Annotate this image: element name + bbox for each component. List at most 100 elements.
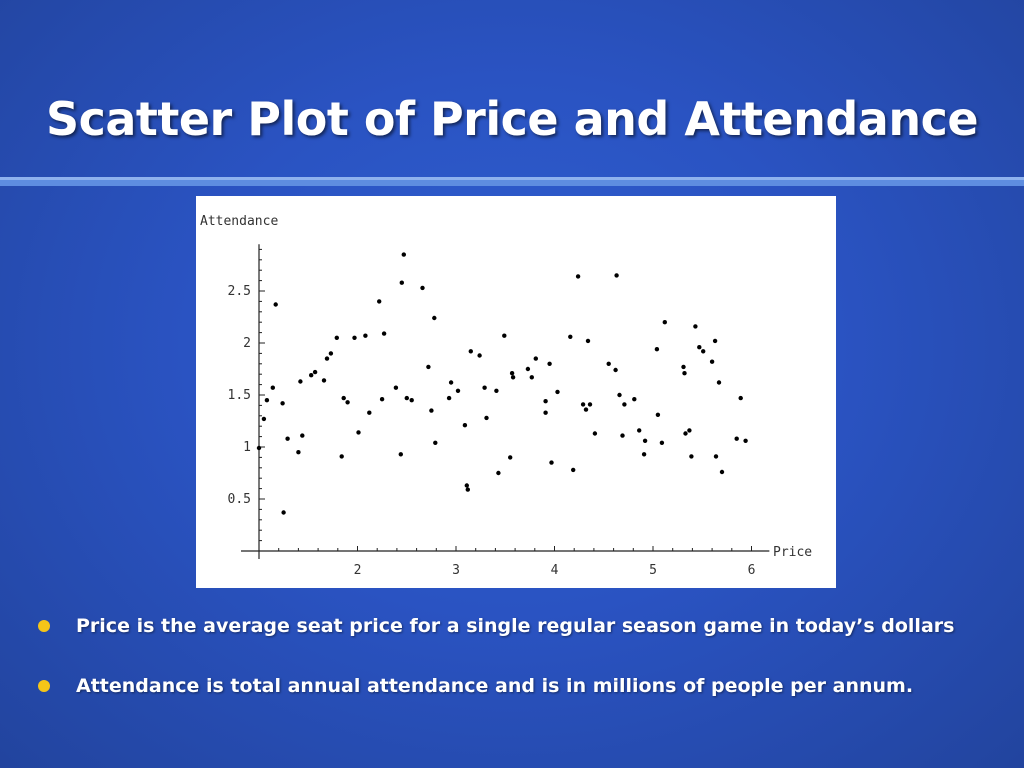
data-point xyxy=(533,356,538,361)
data-point xyxy=(632,397,637,402)
data-point xyxy=(655,412,661,417)
data-point xyxy=(409,398,414,403)
data-point xyxy=(321,378,327,383)
data-point xyxy=(738,395,743,401)
bullet-text: Price is the average seat price for a si… xyxy=(76,615,955,637)
data-point xyxy=(580,402,586,407)
data-point xyxy=(477,353,482,358)
data-point xyxy=(614,273,619,278)
data-point xyxy=(496,470,501,476)
data-point xyxy=(585,338,591,344)
data-point xyxy=(273,302,278,307)
data-point xyxy=(341,395,346,401)
y-tick-label: 1 xyxy=(243,440,251,455)
data-point xyxy=(606,361,611,366)
data-point xyxy=(712,338,718,344)
x-tick-label: 4 xyxy=(551,563,559,578)
data-point xyxy=(719,469,725,475)
data-point xyxy=(398,452,403,457)
data-point xyxy=(482,385,487,390)
data-point xyxy=(399,280,404,285)
data-point xyxy=(613,367,618,373)
data-point xyxy=(367,410,372,415)
data-point xyxy=(484,415,489,421)
title-divider-band xyxy=(0,180,1024,186)
data-point xyxy=(510,375,516,380)
data-point xyxy=(622,402,627,407)
data-point xyxy=(592,431,598,436)
y-axis-label: Attendance xyxy=(200,214,278,229)
data-point xyxy=(404,395,409,401)
data-point xyxy=(401,252,406,257)
data-point xyxy=(743,438,748,443)
data-point xyxy=(381,331,387,336)
data-point xyxy=(455,388,461,393)
data-point xyxy=(508,455,513,460)
data-point xyxy=(641,452,647,457)
data-point xyxy=(328,351,334,356)
data-point xyxy=(280,401,285,406)
data-point xyxy=(543,399,548,404)
data-point xyxy=(312,369,318,375)
data-point xyxy=(352,335,357,340)
x-tick-label: 6 xyxy=(748,563,756,578)
data-point xyxy=(713,454,719,459)
y-tick-label: 2.5 xyxy=(228,284,251,299)
data-point xyxy=(464,483,469,488)
data-point xyxy=(555,389,560,395)
bullet-item: Attendance is total annual attendance an… xyxy=(36,672,996,700)
data-point xyxy=(465,487,470,492)
bullet-list: Price is the average seat price for a si… xyxy=(36,612,996,732)
data-point xyxy=(681,364,686,370)
data-point xyxy=(682,371,687,376)
data-point xyxy=(709,359,715,364)
data-point xyxy=(683,431,688,436)
data-points xyxy=(256,252,748,515)
data-point xyxy=(363,333,368,338)
x-tick-label: 3 xyxy=(452,563,460,578)
x-tick-label: 2 xyxy=(354,563,362,578)
data-point xyxy=(433,440,438,445)
data-point xyxy=(617,392,622,398)
data-point xyxy=(654,347,660,352)
data-point xyxy=(701,349,706,354)
data-point xyxy=(446,395,452,401)
data-point xyxy=(270,385,275,390)
data-point xyxy=(529,375,534,380)
data-point xyxy=(426,364,431,370)
data-point xyxy=(642,438,648,443)
y-tick-label: 0.5 xyxy=(228,492,251,507)
data-point xyxy=(296,450,301,455)
data-point xyxy=(429,408,434,413)
data-point xyxy=(468,349,473,354)
data-point xyxy=(734,436,739,441)
data-point xyxy=(420,285,425,291)
data-point xyxy=(264,398,270,403)
data-point xyxy=(525,366,531,372)
data-point xyxy=(693,324,698,329)
data-point xyxy=(494,388,499,393)
data-point xyxy=(379,397,385,402)
data-point xyxy=(547,361,552,366)
bullet-text: Attendance is total annual attendance an… xyxy=(76,675,914,697)
data-point xyxy=(393,385,399,390)
data-point xyxy=(462,423,468,428)
scatter-plot: 0.5 1 1.5 2 2.5 2 3 4 5 6 Attendance Price xyxy=(200,214,812,578)
y-tick-label: 2 xyxy=(243,336,251,351)
data-point xyxy=(687,428,692,433)
data-point xyxy=(345,400,350,405)
data-point xyxy=(334,335,339,340)
data-point xyxy=(502,333,507,338)
title-divider-line xyxy=(0,177,1024,180)
data-point xyxy=(697,345,702,350)
data-point xyxy=(549,460,554,465)
data-point xyxy=(620,433,625,438)
data-point xyxy=(300,433,305,438)
data-point xyxy=(298,379,303,384)
data-point xyxy=(587,402,593,407)
data-point xyxy=(448,380,454,385)
data-point xyxy=(583,407,589,412)
data-point xyxy=(377,299,382,304)
data-point xyxy=(339,454,344,459)
data-point xyxy=(637,428,642,433)
